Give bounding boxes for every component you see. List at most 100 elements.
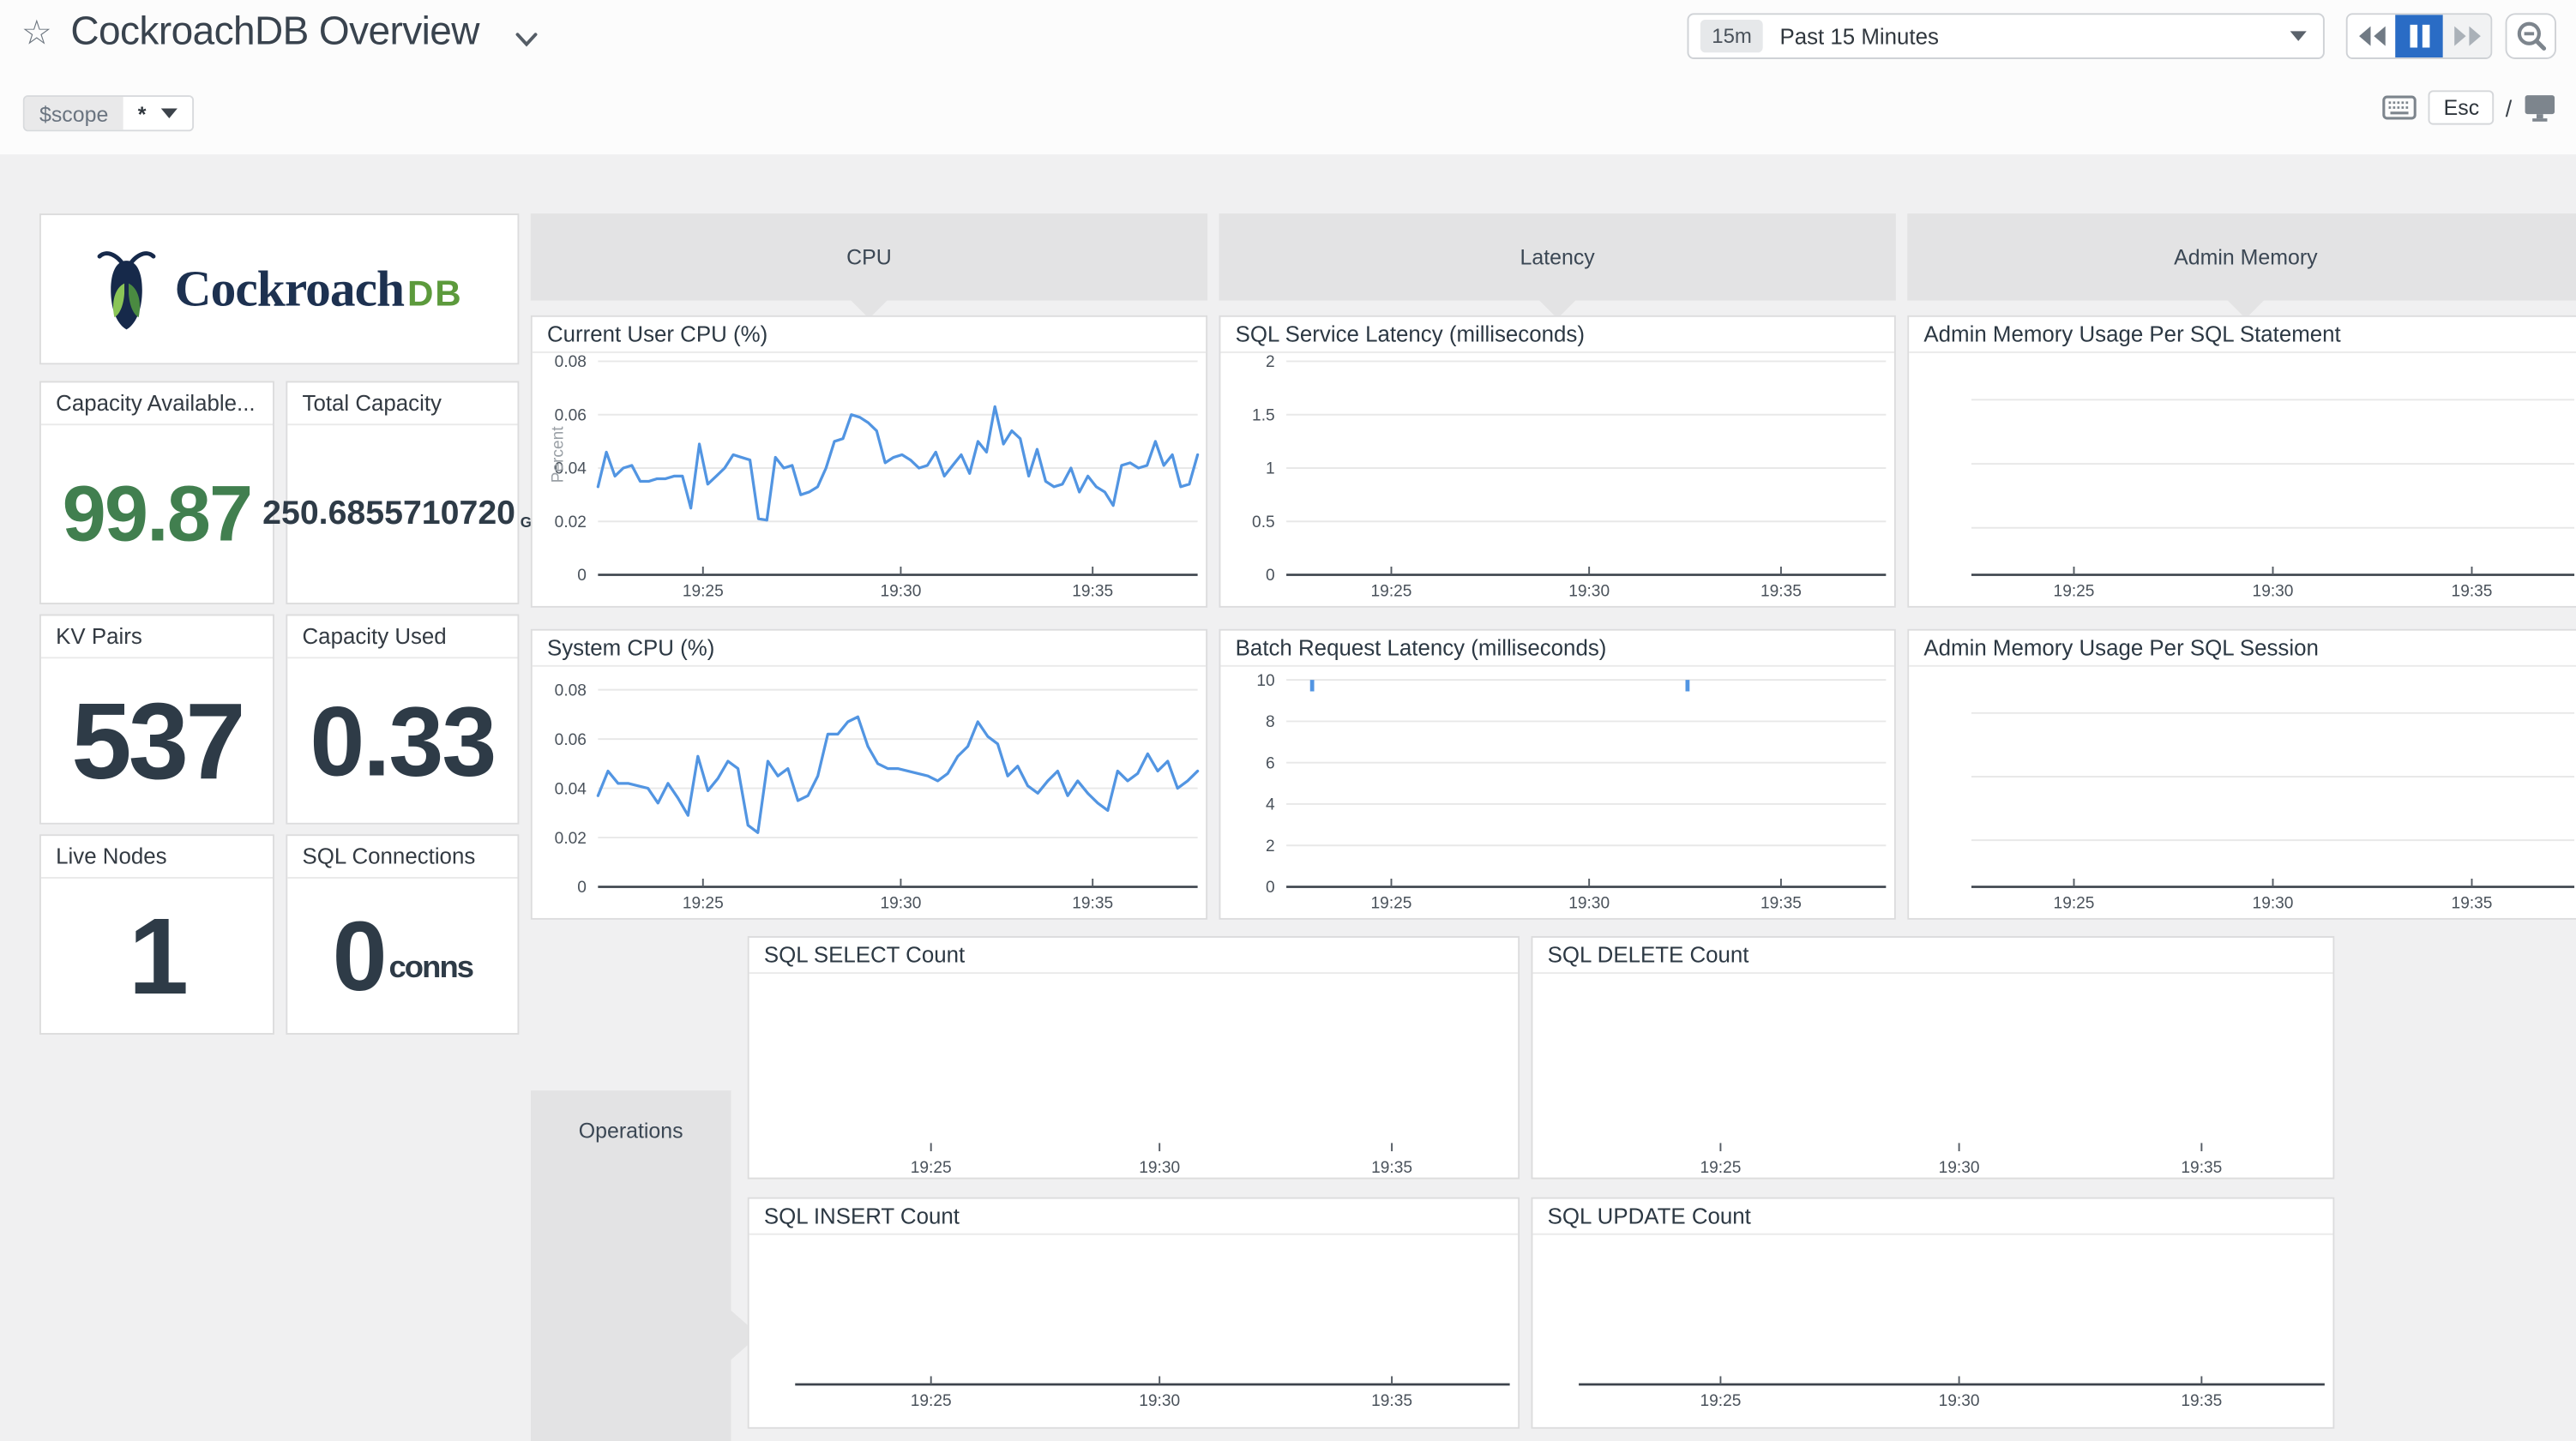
zoom-out-button[interactable]: [2505, 13, 2556, 59]
template-variable-value: *: [137, 100, 147, 126]
chart-plot-area[interactable]: 0 0.02 0.04 0.06 0.08 19:25 19:30 19:35: [533, 667, 1206, 918]
svg-text:19:30: 19:30: [1939, 1392, 1980, 1410]
svg-text:2: 2: [1266, 353, 1275, 371]
svg-text:0.06: 0.06: [555, 731, 587, 749]
chart-card-admin-memory-session[interactable]: Admin Memory Usage Per SQL Session 19:25…: [1907, 628, 2576, 920]
stat-label: Capacity Used: [287, 615, 518, 659]
svg-text:19:25: 19:25: [1700, 1392, 1741, 1410]
stat-unit: conns: [388, 951, 474, 986]
group-label: CPU: [846, 244, 892, 270]
rewind-button[interactable]: [2347, 15, 2396, 58]
chart-title: Admin Memory Usage Per SQL Session: [1909, 631, 2576, 667]
chart-card-current-user-cpu[interactable]: Current User CPU (%) 0 0.02 0.04 0.06 0.08 19…: [530, 315, 1208, 608]
time-range-caret-icon: [2290, 31, 2307, 41]
svg-text:10: 10: [1256, 672, 1274, 690]
chart-plot-area[interactable]: 19:25 19:30 19:35: [1909, 353, 2576, 606]
group-pointer: [2225, 298, 2266, 319]
slash-separator: /: [2505, 94, 2513, 121]
group-label: Admin Memory: [2174, 244, 2318, 270]
stat-label: KV Pairs: [40, 615, 274, 659]
chart-title: Current User CPU (%): [532, 317, 1207, 353]
stat-card-capacity-available[interactable]: Capacity Available... 99.87: [39, 381, 274, 605]
chart-card-sql-service-latency[interactable]: SQL Service Latency (milliseconds) 0 0.5 1…: [1219, 315, 1896, 608]
svg-text:19:30: 19:30: [2253, 894, 2294, 912]
chart-plot-area[interactable]: 0 0.02 0.04 0.06 0.08 19:25 19:30 19:35: [533, 353, 1206, 606]
chart-plot-area[interactable]: 19:25 19:30 19:35: [749, 974, 1519, 1178]
chart-title: SQL UPDATE Count: [1532, 1199, 2333, 1235]
stat-label: Total Capacity: [287, 382, 518, 426]
svg-text:19:35: 19:35: [1371, 1159, 1412, 1177]
cockroachdb-logo-card: Cockroach DB: [39, 213, 520, 365]
chart-title: SQL SELECT Count: [749, 938, 1519, 975]
svg-text:19:25: 19:25: [2054, 582, 2095, 600]
stat-number: 250.6855710720: [262, 494, 516, 532]
stat-card-sql-connections[interactable]: SQL Connections 0 conns: [286, 834, 520, 1035]
chart-card-sql-select-count[interactable]: SQL SELECT Count 19:25 19:30 19:35: [747, 936, 1520, 1180]
group-header-cpu[interactable]: CPU: [530, 213, 1208, 319]
svg-text:19:35: 19:35: [2181, 1392, 2222, 1410]
time-controls: 15m Past 15 Minutes: [1687, 13, 2556, 59]
time-range-select[interactable]: 15m Past 15 Minutes: [1687, 13, 2325, 59]
stat-value: 537: [71, 680, 245, 802]
chart-plot-area[interactable]: 19:25 19:30 19:35: [1909, 667, 2576, 918]
svg-text:19:25: 19:25: [2054, 894, 2095, 912]
svg-text:0.04: 0.04: [555, 460, 587, 478]
chart-plot-area[interactable]: 19:25 19:30 19:35: [749, 1235, 1519, 1427]
svg-text:19:35: 19:35: [1760, 582, 1802, 600]
chart-card-sql-insert-count[interactable]: SQL INSERT Count 19:25 19:30 19:35: [747, 1197, 1520, 1429]
svg-text:19:25: 19:25: [683, 582, 724, 600]
svg-text:0: 0: [1266, 879, 1275, 897]
stat-value: 1: [128, 895, 189, 1017]
page-title: CockroachDB Overview: [70, 9, 479, 55]
svg-text:19:35: 19:35: [2452, 894, 2493, 912]
chart-title: SQL INSERT Count: [749, 1199, 1519, 1235]
favorite-star-icon[interactable]: ☆: [21, 15, 52, 53]
fast-forward-button[interactable]: [2442, 15, 2491, 58]
group-header-latency[interactable]: Latency: [1219, 213, 1896, 319]
y-axis-label: Percent: [550, 426, 569, 483]
svg-text:19:35: 19:35: [1072, 582, 1113, 600]
svg-text:4: 4: [1266, 796, 1275, 814]
svg-text:19:25: 19:25: [683, 894, 724, 912]
stat-card-live-nodes[interactable]: Live Nodes 1: [39, 834, 274, 1035]
keyboard-icon[interactable]: [2383, 95, 2417, 120]
svg-text:19:30: 19:30: [880, 894, 921, 912]
playback-button-group: [2345, 13, 2493, 59]
group-header-operations[interactable]: Operations: [530, 1090, 760, 1441]
group-pointer: [849, 298, 889, 319]
svg-text:19:25: 19:25: [1700, 1159, 1741, 1177]
chart-plot-area[interactable]: 19:25 19:30 19:35: [1532, 1235, 2332, 1427]
chart-card-system-cpu[interactable]: System CPU (%) 0 0.02 0.04 0.06 0.08 19:25 19:…: [530, 628, 1208, 920]
svg-text:1.5: 1.5: [1252, 406, 1275, 424]
stat-value: 0 conns: [287, 879, 517, 1033]
svg-text:0.04: 0.04: [555, 780, 587, 798]
template-variable-scope[interactable]: $scope *: [22, 95, 195, 132]
chart-card-sql-delete-count[interactable]: SQL DELETE Count 19:25 19:30 19:35: [1531, 936, 2335, 1180]
stat-number: 0: [332, 900, 388, 1012]
chart-plot-area[interactable]: 0 0.5 1 1.5 2 19:25 19:30 19:35: [1220, 353, 1893, 606]
svg-text:0: 0: [577, 879, 587, 897]
svg-text:19:30: 19:30: [880, 582, 921, 600]
pause-button[interactable]: [2395, 15, 2443, 58]
fullscreen-monitor-icon[interactable]: [2524, 93, 2556, 122]
template-variable-value-select[interactable]: *: [123, 97, 193, 130]
chart-plot-area[interactable]: 0 2 4 6 8 10 19:25 19:30 19:35: [1220, 667, 1893, 918]
svg-text:1: 1: [1266, 460, 1275, 478]
template-variable-caret-icon: [160, 108, 178, 118]
chart-card-sql-update-count[interactable]: SQL UPDATE Count 19:25 19:30 19:35: [1531, 1197, 2335, 1429]
title-chevron-down-icon[interactable]: [515, 27, 539, 56]
svg-text:19:25: 19:25: [1371, 894, 1412, 912]
chart-title: SQL Service Latency (milliseconds): [1220, 317, 1894, 353]
stat-card-kv-pairs[interactable]: KV Pairs 537: [39, 614, 274, 825]
zoom-out-icon: [2516, 21, 2546, 51]
chart-card-admin-memory-statement[interactable]: Admin Memory Usage Per SQL Statement 19:…: [1907, 315, 2576, 608]
stat-card-total-capacity[interactable]: Total Capacity 250.6855710720GB: [262, 381, 543, 605]
stat-card-capacity-used[interactable]: Capacity Used 0.33: [286, 614, 520, 825]
chart-card-batch-request-latency[interactable]: Batch Request Latency (milliseconds) 0 2 4…: [1219, 628, 1896, 920]
svg-text:0: 0: [1266, 567, 1275, 585]
group-pointer: [1538, 298, 1578, 319]
svg-text:19:25: 19:25: [911, 1392, 952, 1410]
group-header-admin-memory[interactable]: Admin Memory: [1907, 213, 2576, 319]
chart-plot-area[interactable]: 19:25 19:30 19:35: [1532, 974, 2332, 1178]
